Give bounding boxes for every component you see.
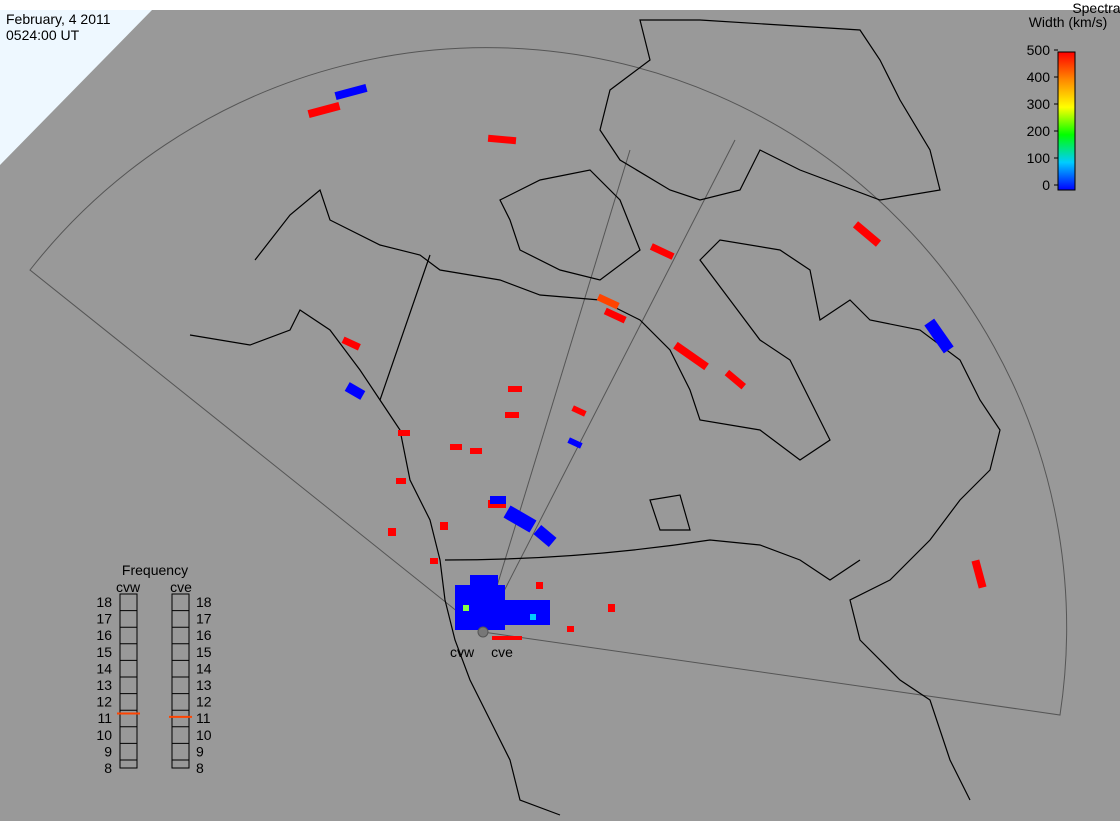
frequency-tick-label: 16 — [96, 627, 112, 643]
frequency-title: Frequency — [122, 562, 188, 578]
colorbar-tick-label: 500 — [1027, 42, 1051, 58]
colorbar — [1057, 51, 1076, 191]
frequency-tick-label: 18 — [196, 594, 212, 610]
frequency-tick-label: 13 — [96, 677, 112, 693]
colorbar-tick-label: 200 — [1027, 123, 1051, 139]
fov-outline — [29, 47, 1068, 716]
beam-line — [482, 139, 736, 633]
echoes — [307, 83, 987, 640]
frequency-tick-label: 10 — [96, 727, 112, 743]
frequency-tick-label: 8 — [104, 760, 112, 776]
frequency-tick-label: 17 — [196, 611, 212, 627]
date: February, 4 2011 — [6, 11, 111, 27]
beam-line — [482, 149, 631, 633]
frequency-tick-label: 18 — [96, 594, 112, 610]
time: 0524:00 UT — [6, 27, 80, 43]
colorbar-tick-label: 0 — [1042, 177, 1050, 193]
radar-name: cvw — [116, 579, 141, 595]
coastlines — [189, 19, 1001, 816]
frequency-tick-label: 15 — [96, 644, 112, 660]
frequency-tick-label: 10 — [196, 727, 212, 743]
frequency-tick-label: 8 — [196, 760, 204, 776]
colorbar-tick-label: 100 — [1027, 150, 1051, 166]
colorbar-title: Spectral — [1072, 0, 1120, 16]
radar-name: cve — [170, 579, 192, 595]
frequency-tick-label: 12 — [96, 694, 112, 710]
frequency-tick-label: 13 — [196, 677, 212, 693]
frequency-tick-label: 15 — [196, 644, 212, 660]
frequency-tick-label: 17 — [96, 611, 112, 627]
frequency-tick-label: 14 — [96, 660, 112, 676]
site-label: cvw — [450, 644, 475, 660]
colorbar-tick-label: 400 — [1027, 69, 1051, 85]
colorbar-title: Width (km/s) — [1029, 14, 1108, 30]
colorbar-tick-label: 300 — [1027, 96, 1051, 112]
frequency-tick-label: 14 — [196, 660, 212, 676]
frequency-tick-label: 12 — [196, 694, 212, 710]
top-strip — [0, 0, 1120, 10]
frequency-tick-label: 16 — [196, 627, 212, 643]
frequency-tick-label: 9 — [196, 743, 204, 759]
site-label: cve — [491, 644, 513, 660]
frequency-tick-label: 11 — [196, 710, 211, 726]
land-corner — [0, 10, 152, 165]
frequency-tick-label: 11 — [97, 710, 112, 726]
frequency-tick-label: 9 — [104, 743, 112, 759]
